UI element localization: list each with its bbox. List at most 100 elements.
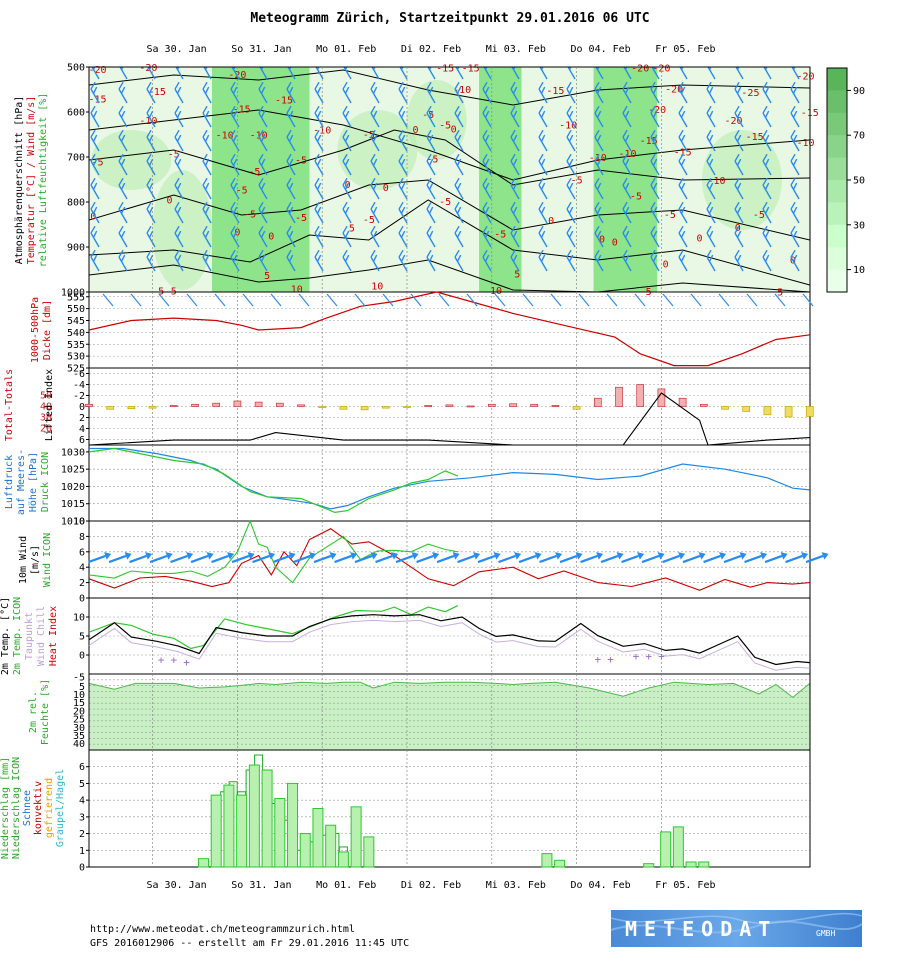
wind-direction-arrow [477,552,501,564]
barb-staff [286,232,296,248]
isotherm-label: -10 [216,131,234,142]
barb-flag [594,177,600,186]
barb-flag [176,86,182,94]
day-label-top: Fr 05. Feb [655,44,715,55]
barb-flag [678,129,684,138]
wind-barb [762,81,772,104]
arrow-head [370,552,378,560]
barb-flag [230,201,236,210]
total-totals-tick: 30 [40,413,52,424]
barb-flag [454,129,460,138]
barb-flag [594,249,600,258]
barb-flag [92,67,98,70]
humidity-patch [337,110,418,190]
precip-gfs-bar [541,853,553,868]
axis-label-wind-1: 10m Wind [18,536,29,584]
barb-flag [512,206,518,214]
barb-flag [650,201,656,210]
footer-url[interactable]: http://www.meteodat.ch/meteogrammzurich.… [90,924,355,935]
barb-flag [148,86,154,94]
isotherm-label: 0 [268,231,274,242]
meteodat-logo[interactable]: METEODAT GMBH [610,910,863,947]
barb-flag [372,67,378,70]
barb-flag [510,105,516,114]
barb-staff [706,136,716,152]
barb-flag [372,110,378,118]
wind-direction-arrow [559,552,583,564]
barb-flag [764,67,770,70]
barb-flag [677,58,685,65]
barb-staff [510,208,520,224]
isotherm-label: 0 [234,228,240,239]
barb-flag [762,105,768,114]
colorbar-cell [827,112,847,136]
y-tick-label: 4 [79,424,85,435]
barb-flag [428,158,434,166]
barb-flag [734,225,740,234]
axis-label-cs-2: Temperatur [°C] / Wind [m/s] [26,96,37,265]
isotherm-label: 0 [697,234,703,245]
barb-flag [708,134,714,142]
wind-barb [482,249,492,272]
y-tick-label: 25 [73,715,85,726]
barb-flag [146,129,152,138]
barb-flag [596,182,602,190]
barb-staff [90,208,100,224]
arrow-shaft [785,554,803,564]
barb-flag [369,58,377,65]
arrow-shaft [395,554,414,564]
barb-flag [568,182,574,190]
barb-flag [92,134,98,142]
barb-flag [400,67,406,70]
barb-staff [762,256,772,272]
pressure-gfs-line [89,447,810,510]
barb-staff [790,208,800,224]
y-tick-label: 10 [73,517,85,528]
barb-flag [650,225,656,234]
wind-barb [90,129,100,152]
isotherm-line [89,129,810,186]
surface-wind-barb [354,293,366,307]
wind-barb [426,177,436,200]
barb-staff [118,136,128,152]
barb-flag [92,86,98,94]
wind-barb [426,81,436,104]
barb-flag [118,129,124,138]
barb-flag [708,230,714,238]
y-tick-label: 2 [79,829,85,840]
barb-flag [538,249,544,258]
barb-flag [260,86,266,94]
barb-staff [202,160,212,176]
wind-barb [482,129,492,152]
wind-barb [594,81,604,104]
wind-barb [118,249,128,272]
wind-barb [370,177,380,200]
lifted-index-bar [85,403,93,407]
humidity-colorbar: 90 70 50 30 10 [826,67,865,293]
barb-staff [734,88,744,104]
barb-staff [510,256,520,272]
barb-staff [174,88,184,104]
isotherm-label: 0 [612,238,618,249]
wind-barb [622,153,632,176]
barb-flag [652,206,658,214]
barb-flag [624,134,630,142]
barb-flag [456,67,462,70]
axis-label-thickness-1: 1000-500hPa [30,297,41,363]
surface-wind-barb [718,293,730,307]
barb-flag [594,225,600,234]
barb-flag [708,67,714,70]
barb-staff [118,88,128,104]
wind-barb [314,201,324,224]
barb-staff [342,232,352,248]
barb-flag [736,86,742,94]
wind-barb [790,201,800,224]
barb-flag [398,177,404,186]
barb-flag [537,58,545,65]
wind-direction-arrow [723,552,747,564]
arrow-head [432,552,440,560]
barb-flag [454,225,460,234]
barb-flag [512,134,518,142]
barb-staff [566,184,576,200]
wind-barb [398,81,408,104]
